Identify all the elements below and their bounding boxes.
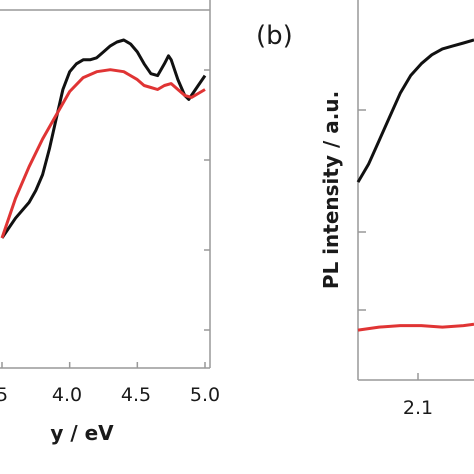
panel-b: (b) PL intensity / a.u. 2.1	[256, 0, 474, 419]
panel-b-series	[356, 38, 474, 332]
panel-b-y-axis-title: PL intensity / a.u.	[319, 91, 343, 289]
panel-a-x-axis-title: y / eV	[50, 421, 114, 445]
series-line-red	[0, 68, 206, 239]
series-line-black	[0, 38, 207, 239]
series-line-red	[357, 322, 474, 332]
panel-a-tick-label: 4.0	[52, 384, 82, 406]
panel-b-ticks	[358, 109, 419, 380]
panel-b-tick-label: 2.1	[403, 397, 433, 419]
series-line-black	[356, 38, 474, 183]
panel-a-tick-label: 5.0	[190, 384, 220, 406]
panel-a-series	[0, 38, 207, 239]
panel-a-tick-label: 5	[0, 384, 8, 406]
panel-b-label: (b)	[256, 21, 293, 51]
panel-a-tick-label: 4.5	[121, 384, 151, 406]
panel-a: 5 4.0 4.5 5.0 y / eV	[0, 0, 220, 445]
panel-a-ticks	[1, 69, 210, 368]
